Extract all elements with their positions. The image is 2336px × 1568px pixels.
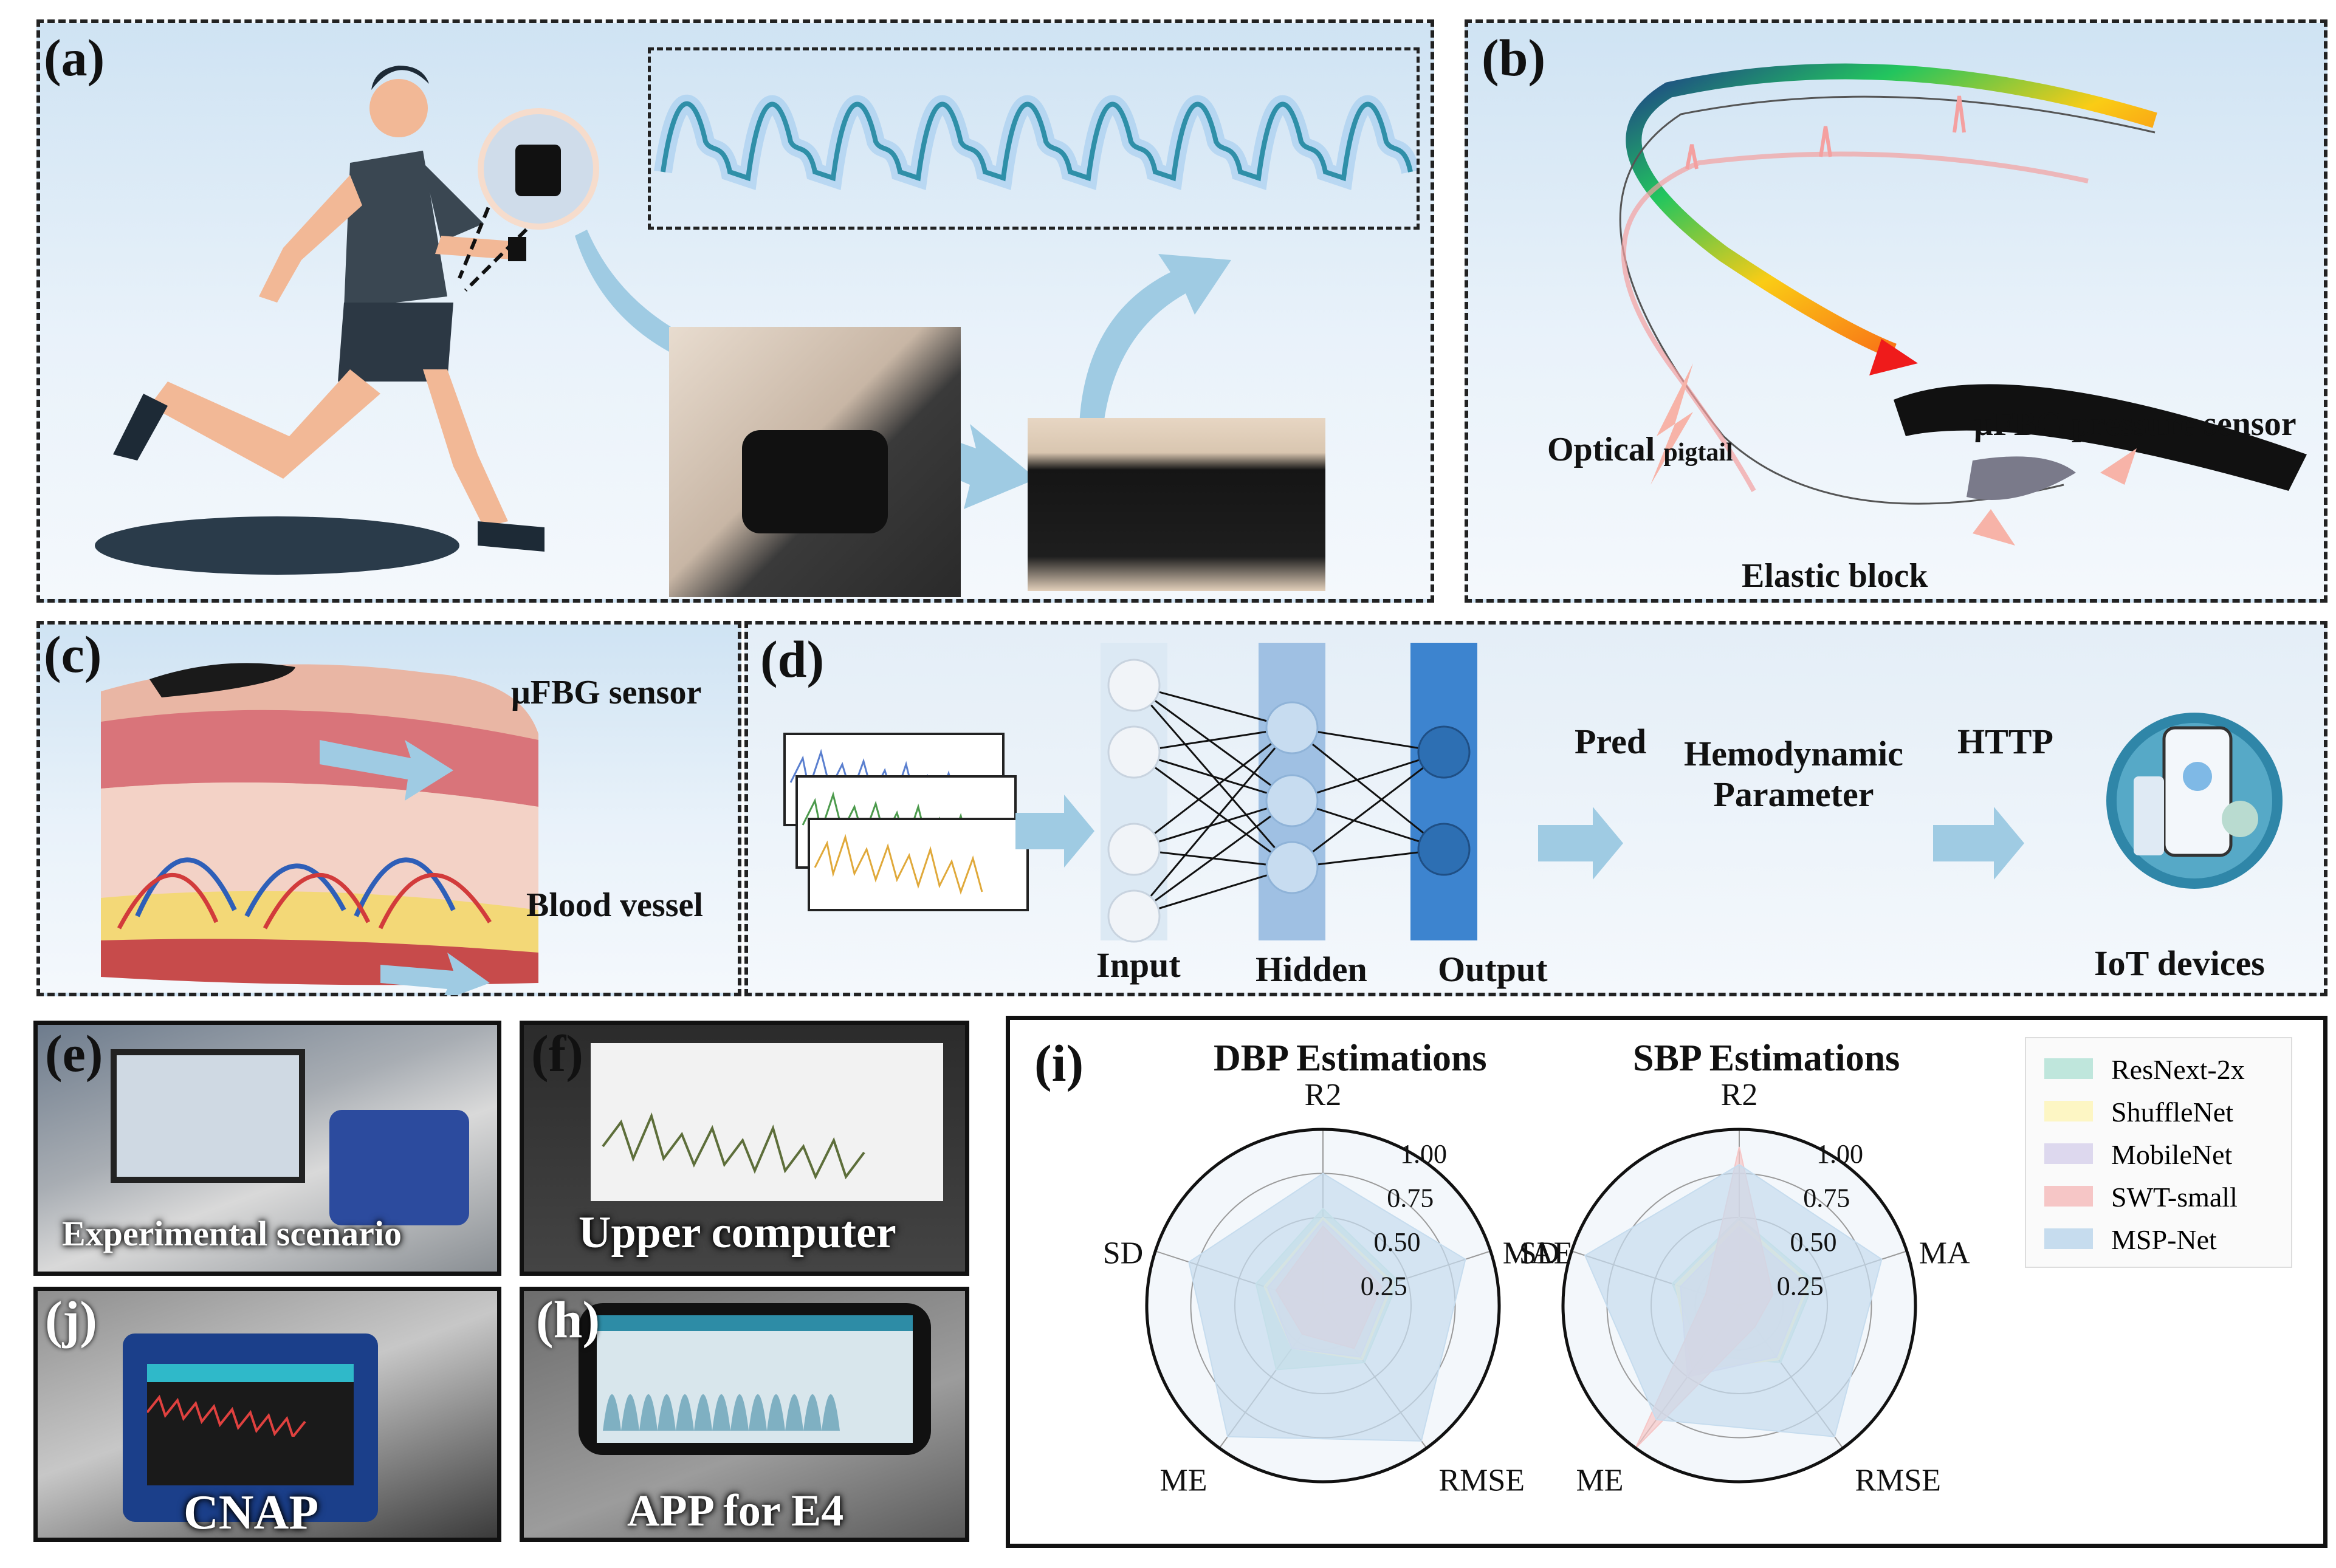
panel-d: (d) [744, 621, 2327, 996]
radar-tick-label: 0.25 [1777, 1272, 1824, 1301]
radar-axis-label: MAE [1503, 1236, 1573, 1270]
panel-i-label: (i) [1034, 1034, 1084, 1092]
panel-b-label: (b) [1482, 29, 1546, 87]
radar-axis-label: MAE [1919, 1236, 1970, 1270]
legend-swatch [2044, 1186, 2093, 1207]
ufbg-sensor-label: μFBG sensor [511, 674, 702, 711]
iot-devices-label: IoT devices [2094, 943, 2265, 983]
panel-f-label: (f) [531, 1024, 583, 1083]
hemodynamic-line1: Hemodynamic [1684, 734, 1903, 773]
radar-series-msp-net [1188, 1173, 1466, 1442]
iot-devices-icon [2106, 713, 2283, 889]
legend-label: SWT-small [2111, 1182, 2238, 1213]
legend-swatch [2044, 1228, 2093, 1249]
elastic-block-label: Elastic block [1742, 557, 1928, 595]
radar-tick-label: 0.25 [1361, 1272, 1407, 1301]
radar-tick-label: 0.75 [1387, 1183, 1434, 1213]
legend-swatch [2044, 1101, 2093, 1121]
radar-axis-label: SD [1103, 1236, 1143, 1270]
legend-label: MSP-Net [2111, 1224, 2217, 1255]
radar-tick-label: 0.50 [1374, 1227, 1421, 1257]
radar-axis-label: R2 [1721, 1081, 1758, 1112]
optical-pigtail-text: Optical [1547, 431, 1655, 468]
radar-axis-label: ME [1576, 1464, 1624, 1498]
panel-f-photo: (f) Upper computer [520, 1021, 969, 1276]
panel-b: (b) Optical pigtail μFBG pressure sensor… [1465, 19, 2327, 603]
legend-swatch [2044, 1058, 2093, 1079]
nn-output-label: Output [1438, 950, 1548, 989]
http-label: HTTP [1957, 722, 2053, 761]
panel-a: (a) [36, 19, 1434, 603]
optical-pigtail-subscript: pigtail [1663, 439, 1733, 467]
radar-tick-label: 1.00 [1400, 1139, 1447, 1169]
hemodynamic-label: Hemodynamic Parameter [1684, 734, 1903, 815]
legend-swatch [2044, 1143, 2093, 1164]
panel-j-caption: CNAP [184, 1486, 319, 1539]
legend-label: ResNext-2x [2111, 1054, 2245, 1085]
legend-label: ShuffleNet [2111, 1097, 2234, 1128]
fiber-illustration [1619, 63, 2307, 546]
panel-e-photo: (e) Experimental scenario [33, 1021, 501, 1276]
panel-c: (c) μFBG sensor Blood vessel [36, 621, 741, 996]
pipeline-arrows [1015, 795, 2024, 880]
radar-axis-label: RMSE [1438, 1464, 1525, 1498]
radar-charts: 0.25 0.50 0.75 1.00 R2 MAE RMSE ME SD 0.25 0.50 0.7… [1103, 1081, 1970, 1498]
panel-d-label: (d) [760, 630, 825, 688]
panel-h-photo: (h) APP for E4 [520, 1287, 969, 1542]
nn-hidden-label: Hidden [1256, 950, 1367, 989]
radar-tick-label: 1.00 [1816, 1139, 1863, 1169]
runner-illustration [95, 66, 544, 575]
radar-axis-label: SD [1519, 1236, 1559, 1270]
wrist-photo [669, 327, 961, 597]
legend-label: MobileNet [2111, 1139, 2233, 1170]
ufbg-pressure-sensor-label: μFBG pressure sensor [1974, 405, 2296, 443]
panel-e-caption: Experimental scenario [62, 1214, 402, 1253]
radar-axis-label: ME [1160, 1464, 1208, 1498]
radar-legend: ResNext-2x ShuffleNet MobileNet SWT-smal… [2025, 1037, 2292, 1268]
radar-outer-circle [1561, 1128, 1917, 1484]
radar-axis-label: R2 [1305, 1081, 1342, 1112]
radar-outer-circle [1145, 1128, 1501, 1484]
panel-j-photo: (j) CNAP [33, 1287, 501, 1542]
panel-c-label: (c) [44, 625, 102, 683]
panel-a-label: (a) [44, 29, 105, 87]
signal-stack [783, 733, 1029, 911]
panel-e-label: (e) [45, 1024, 103, 1083]
dbp-chart-title: DBP Estimations [1214, 1038, 1487, 1079]
panel-f-caption: Upper computer [579, 1208, 896, 1258]
strap-closeup-photo [1028, 418, 1325, 591]
radar-axis-label: RMSE [1855, 1464, 1941, 1498]
radar-tick-label: 0.75 [1803, 1183, 1850, 1213]
sbp-chart-title: SBP Estimations [1633, 1038, 1900, 1079]
pulse-waveform-box [648, 47, 1420, 230]
skin-cross-section [101, 663, 538, 995]
optical-pigtail-label: Optical pigtail [1547, 430, 1733, 469]
radar-series-msp-net [1584, 1163, 1883, 1437]
panel-h-label: (h) [536, 1290, 600, 1349]
radar-tick-label: 0.50 [1790, 1227, 1837, 1257]
panel-j-label: (j) [45, 1290, 97, 1349]
pred-label: Pred [1575, 722, 1647, 761]
sensor-zoom-circle [458, 108, 599, 292]
pulse-waveform [654, 94, 1417, 190]
hemodynamic-line2: Parameter [1713, 774, 1874, 814]
neural-network [1101, 643, 1477, 943]
panel-h-caption: APP for E4 [627, 1486, 844, 1536]
blood-vessel-label: Blood vessel [526, 886, 703, 924]
nn-input-label: Input [1096, 945, 1181, 985]
panel-i: (i) DBP Estimations SBP Estimations 0.25… [1006, 1016, 2327, 1548]
